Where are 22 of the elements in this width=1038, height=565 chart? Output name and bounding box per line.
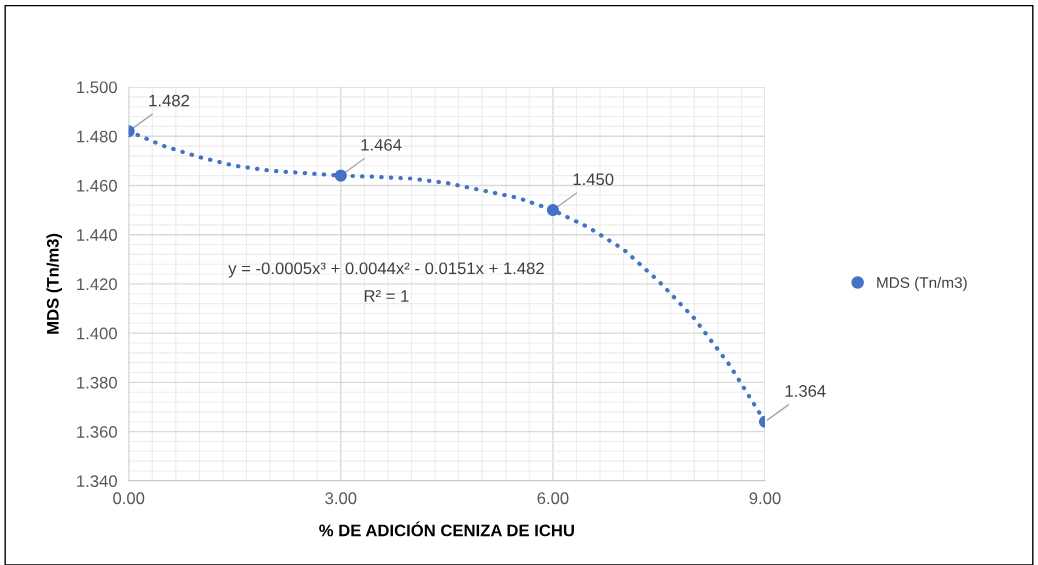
x-axis-title: % DE ADICIÓN CENIZA DE ICHU (319, 521, 574, 537)
y-axis-title: MDS (Tn/m3) (46, 233, 63, 334)
y-tick-label: 1.460 (77, 179, 117, 192)
x-tick-label: 9.00 (749, 492, 781, 505)
y-tick-label: 1.380 (77, 376, 117, 389)
data-label: 1.364 (785, 385, 826, 397)
x-tick-label: 6.00 (537, 492, 569, 505)
legend-label: MDS (Tn/m3) (877, 276, 967, 292)
annotation: y = -0.0005x³ + 0.0044x² - 0.0151x + 1.482 (228, 262, 544, 278)
y-tick-label: 1.480 (77, 130, 117, 143)
y-tick-label: 1.360 (77, 425, 117, 438)
y-tick-label: 1.420 (77, 278, 117, 291)
y-tick-label: 1.500 (77, 81, 117, 94)
y-tick-label: 1.340 (77, 475, 117, 488)
data-label: 1.450 (573, 173, 614, 186)
annotation: R² = 1 (364, 290, 409, 302)
y-tick-label: 1.400 (77, 327, 117, 340)
data-label: 1.464 (361, 138, 402, 151)
y-tick-label: 1.440 (77, 229, 117, 241)
x-tick-label: 0.00 (113, 492, 145, 505)
x-tick-label: 3.00 (325, 492, 357, 505)
data-label: 1.482 (149, 94, 190, 107)
